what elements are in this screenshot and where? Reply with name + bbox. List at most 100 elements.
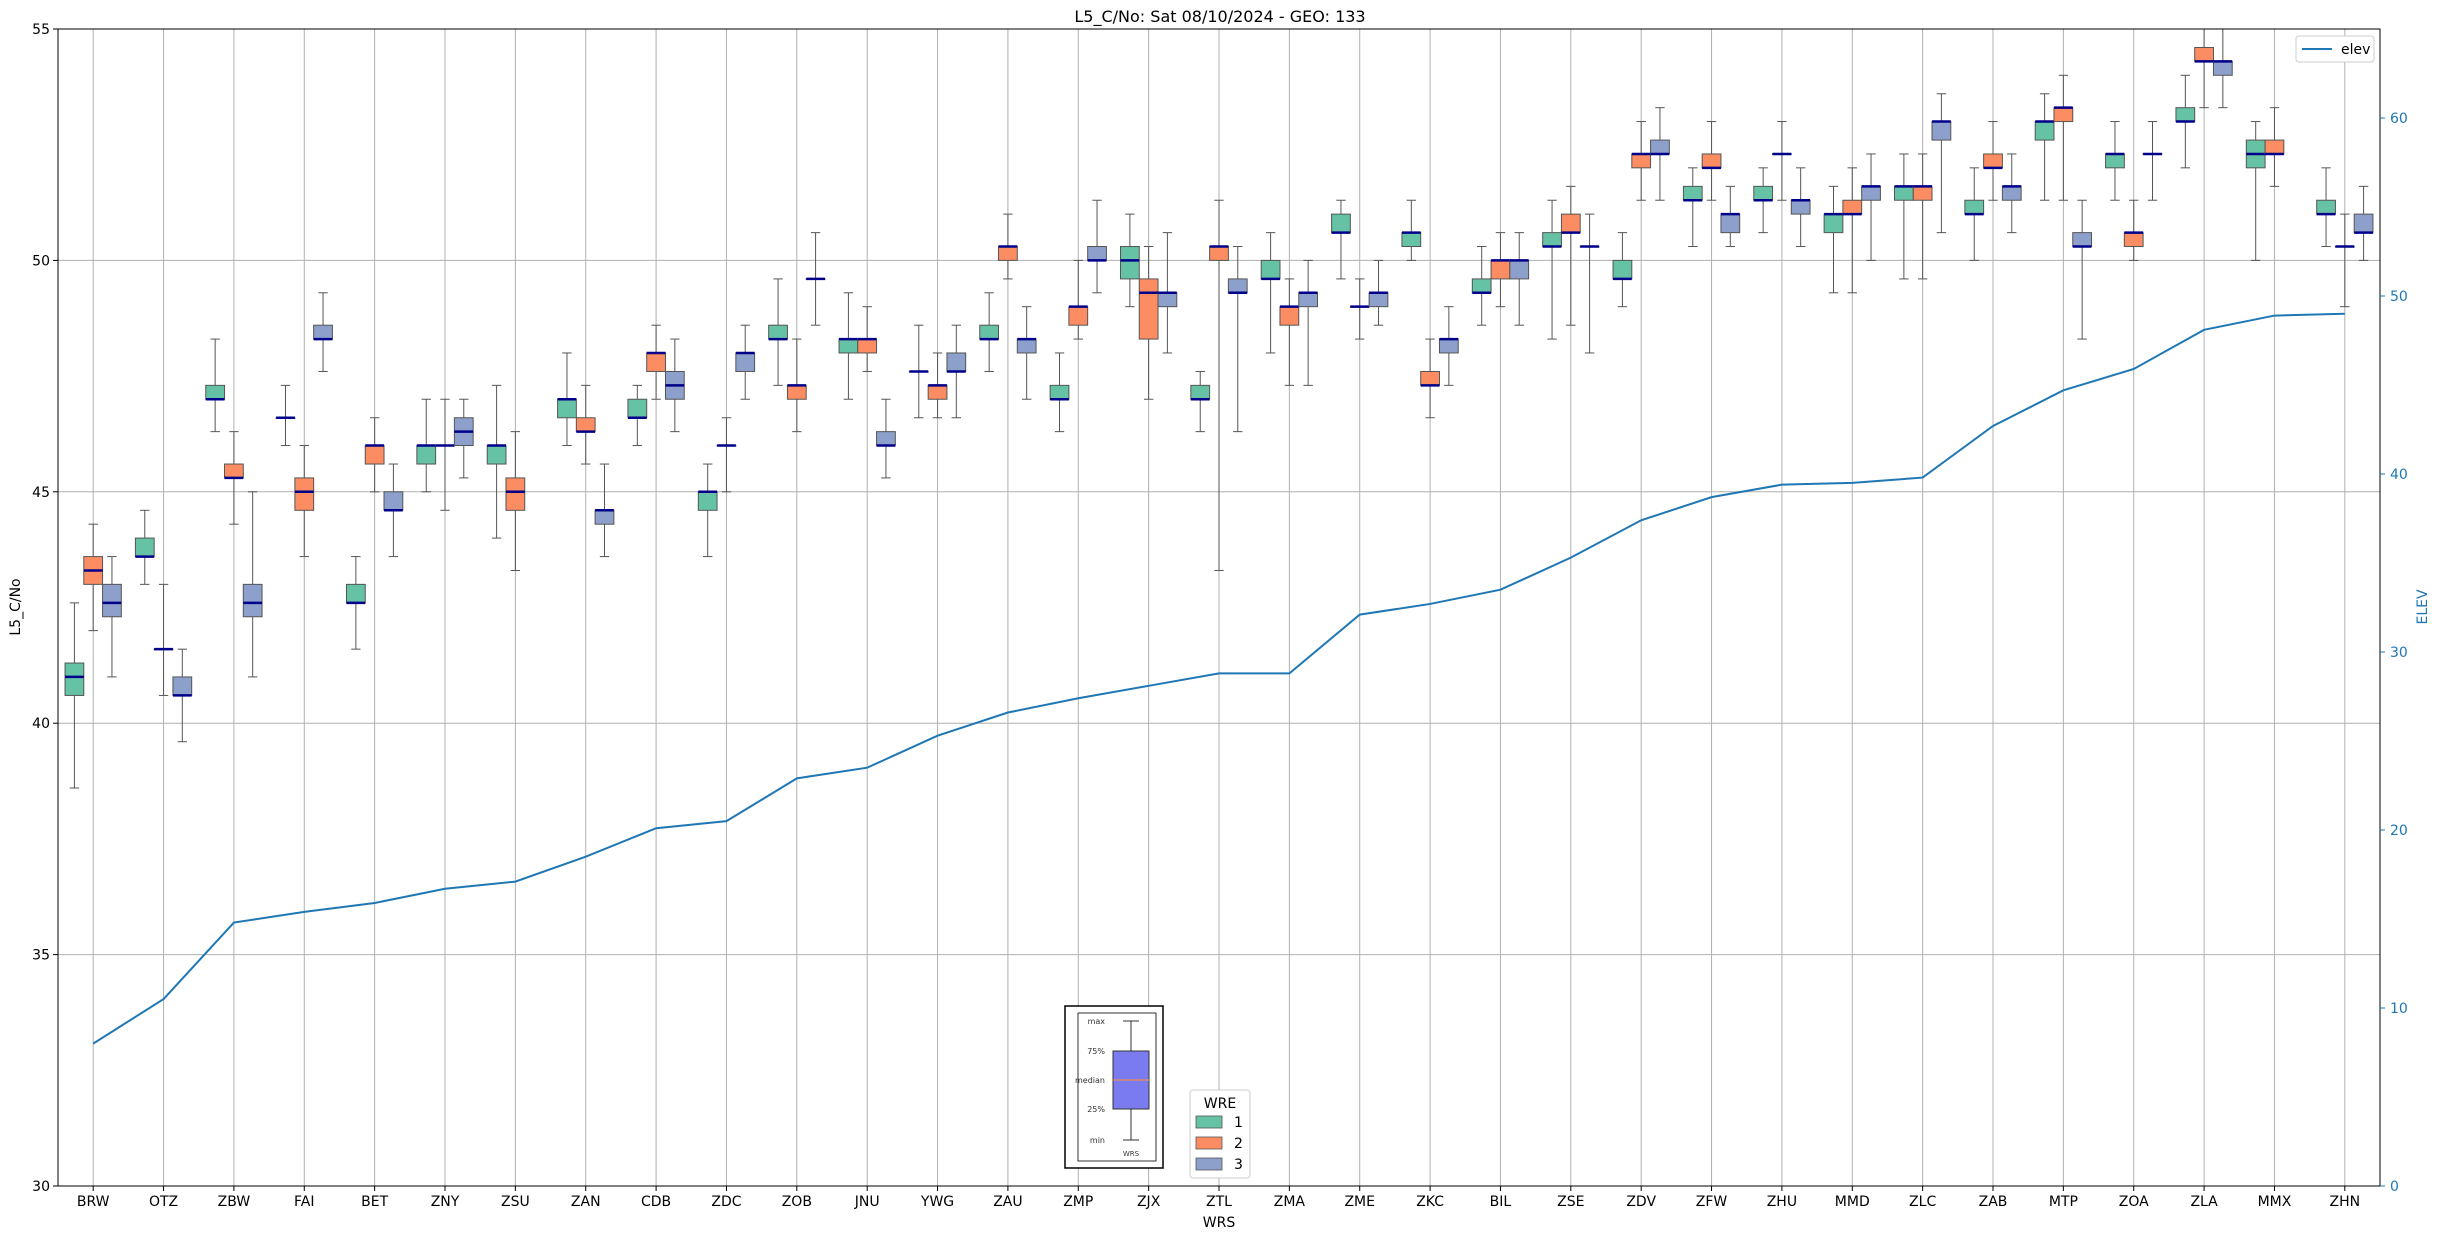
box-ZTL-wre1 [1190,370,1211,433]
box-iqr [1016,338,1037,354]
box-iqr [1138,278,1159,340]
box-ZKC-wre1 [1401,199,1422,261]
wre-legend-label-3: 3 [1234,1157,1243,1173]
box-ZDV-wre2 [1631,121,1652,201]
x-tick-label: MMD [1835,1194,1870,1210]
y-tick-label: 45 [32,485,50,501]
box-JNU-wre3 [876,398,896,479]
box-iqr [1823,213,1844,234]
x-tick-label: CDB [641,1194,671,1210]
y2-tick-label: 40 [2390,467,2408,483]
box-ZSE-wre1 [1542,199,1562,340]
box-iqr [2123,232,2144,248]
box-ZAB-wre1 [1964,167,1985,261]
box-iqr [1087,246,1107,261]
box-iqr [313,324,333,340]
box-iqr [1861,185,1881,201]
box-ZHN-wre1 [2316,167,2336,248]
axes: BRW OTZ ZBW FAI BET ZNY ZSU ZAN CDB ZDC ZOB JNU YWG Z… [32,22,2408,1210]
inset-label: median [1075,1076,1105,1085]
box-ZOB-wre3 [805,232,826,326]
box-ZTL-wre3 [1227,246,1248,433]
box-BET-wre3 [383,463,404,558]
box-ZNY-wre3 [453,398,474,479]
x-tick-label: ZMA [1274,1194,1306,1210]
box-ZKC-wre2 [1420,338,1440,419]
inset-label: 75% [1087,1047,1105,1056]
y-tick-label: 30 [32,1179,50,1195]
box-iqr [1298,292,1319,308]
wre-legend-swatch-2 [1195,1136,1223,1150]
box-BET-wre2 [364,417,385,493]
box-ZFW-wre3 [1720,185,1741,248]
box-iqr [1560,213,1581,234]
y2-tick-label: 30 [2390,645,2408,661]
x-tick-label: ZAN [571,1194,601,1210]
box-MTP-wre1 [2034,93,2055,201]
box-ZHN-wre3 [2353,185,2374,261]
wre-legend-swatch-1 [1195,1115,1223,1129]
box-iqr [1260,259,1281,280]
box-iqr [1068,306,1089,326]
y-tick-label: 35 [32,948,50,964]
x-tick-label: OTZ [149,1194,178,1210]
box-iqr [838,338,859,354]
box-iqr [294,477,315,511]
box-ZJX-wre2 [1138,246,1159,400]
box-ZHU-wre3 [1790,167,1811,248]
x-tick-label: ZFW [1696,1194,1728,1210]
x-tick-label: ZOA [2119,1194,2149,1210]
box-iqr [1331,213,1351,234]
box-iqr [768,324,788,340]
box-iqr [345,583,366,604]
wre-legend-frame [1189,1089,1251,1179]
box-CDB-wre3 [664,338,685,433]
box-FAI-wre3 [313,292,333,372]
box-ZFW-wre2 [1701,121,1722,201]
box-ZDC-wre3 [735,324,756,400]
box-iqr [979,324,1000,340]
box-ZFW-wre1 [1682,167,1703,248]
y-tick-label: 40 [32,716,50,732]
box-ZLC-wre3 [1931,93,1952,234]
box-iqr [102,583,122,618]
box-ZAU-wre3 [1016,306,1037,400]
box-ZLC-wre1 [1893,153,1914,280]
box-MMD-wre3 [1861,153,1881,261]
box-ZDC-wre1 [697,463,718,558]
box-ZDC-wre2 [716,417,737,493]
wre-legend-swatch-3 [1195,1157,1223,1171]
box-CDB-wre1 [627,384,648,447]
box-iqr [1438,338,1459,354]
x-tick-label: ZHN [2330,1194,2361,1210]
box-MMD-wre1 [1823,185,1844,294]
box-YWG-wre3 [946,324,967,419]
x-tick-label: ZAB [1979,1194,2008,1210]
x-tick-label: MTP [2049,1194,2078,1210]
y2-tick-label: 60 [2390,111,2408,127]
box-iqr [1049,384,1070,400]
box-MMX-wre1 [2245,121,2266,261]
box-iqr [786,384,807,400]
box-YWG-wre2 [927,352,948,419]
x-axis-label: WRS [1203,1215,1236,1231]
box-iqr [627,398,648,419]
box-ZMP-wre2 [1068,259,1089,340]
box-CDB-wre2 [646,324,666,400]
box-FAI-wre1 [275,384,296,447]
box-ZAN-wre1 [557,352,577,447]
box-iqr [1964,199,1985,215]
box-OTZ-wre3 [172,648,193,743]
wre-legend: WRE 1 2 3 [1189,1089,1251,1179]
box-iqr [557,398,577,419]
box-ZAN-wre3 [594,463,615,558]
inset-label: 25% [1087,1105,1105,1114]
box-iqr [1720,213,1741,234]
box-iqr [383,491,404,511]
box-MMX-wre2 [2264,107,2285,187]
box-iqr [1368,292,1389,308]
box-ZLC-wre2 [1912,153,1933,280]
box-ZTL-wre2 [1209,199,1229,571]
box-iqr [2264,139,2285,155]
